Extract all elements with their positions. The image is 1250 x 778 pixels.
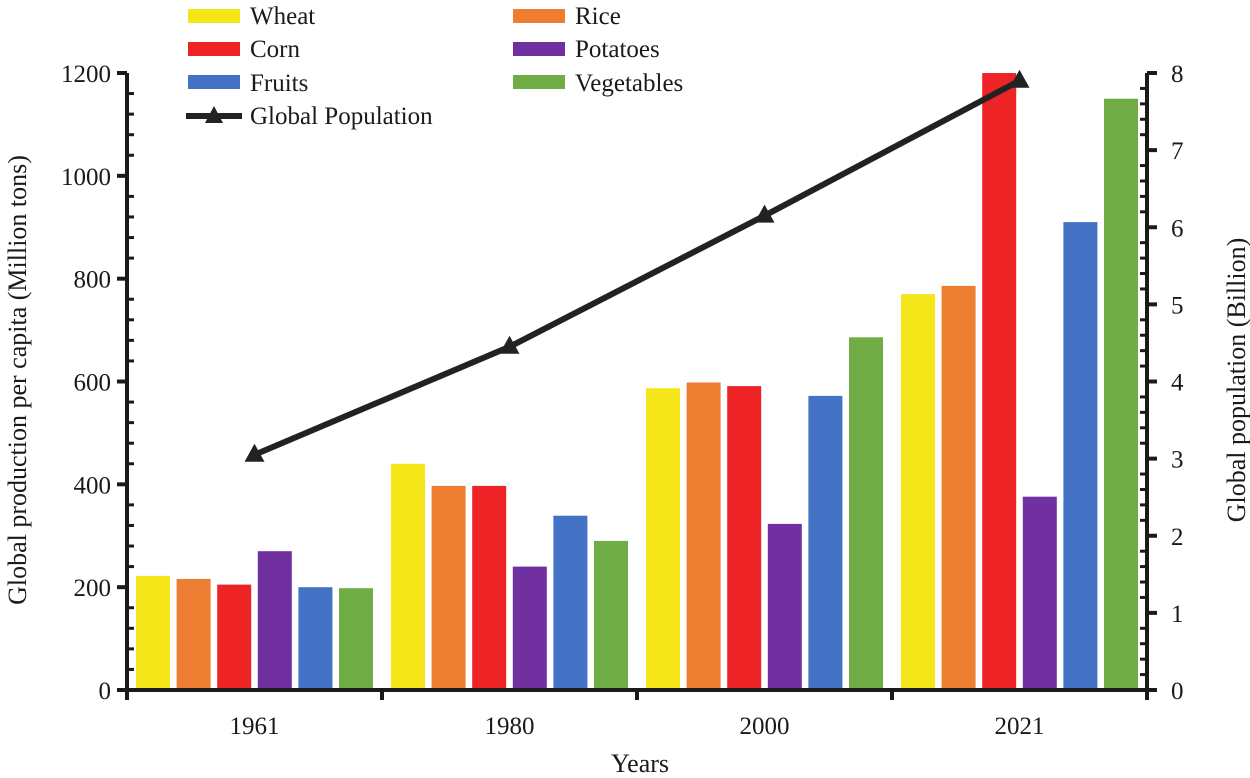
legend-label-rice: Rice bbox=[575, 3, 621, 30]
y-tick-label: 400 bbox=[74, 472, 112, 499]
x-tick-label: 1961 bbox=[230, 713, 280, 740]
legend-swatch-wheat bbox=[188, 9, 240, 23]
y2-tick-label: 8 bbox=[1171, 61, 1184, 88]
legend-swatch-vegetables bbox=[513, 75, 565, 89]
bar-fruits-1980 bbox=[553, 515, 588, 690]
y-tick-label: 800 bbox=[74, 267, 112, 294]
population-line-group bbox=[244, 69, 1030, 462]
bar-rice-2021 bbox=[941, 285, 976, 690]
bar-vegetables-2000 bbox=[849, 337, 883, 690]
y2-tick-label: 6 bbox=[1171, 215, 1184, 242]
y-tick-label: 600 bbox=[74, 370, 112, 397]
legend-label-corn: Corn bbox=[250, 36, 301, 63]
bar-potatoes-2000 bbox=[767, 523, 802, 690]
x-tick-label: 2000 bbox=[740, 713, 790, 740]
legend-swatch-corn bbox=[188, 42, 240, 56]
x-axis-title: Years bbox=[611, 749, 669, 778]
y2-tick-label: 7 bbox=[1171, 138, 1184, 165]
bar-vegetables-1961 bbox=[339, 588, 373, 690]
y-tick-label: 1200 bbox=[61, 61, 111, 88]
bar-corn-1961 bbox=[217, 584, 252, 690]
bar-corn-2021 bbox=[982, 73, 1017, 690]
legend-swatch-potatoes bbox=[513, 42, 565, 56]
bar-potatoes-2021 bbox=[1022, 496, 1057, 690]
y2-tick-label: 4 bbox=[1171, 370, 1184, 397]
y2-axis-title: Global population (Billion) bbox=[1222, 238, 1250, 523]
bar-vegetables-2021 bbox=[1104, 98, 1138, 690]
y2-tick-label: 1 bbox=[1171, 601, 1184, 628]
legend-label-population: Global Population bbox=[250, 103, 433, 130]
bar-wheat-2000 bbox=[646, 388, 680, 690]
y2-tick-label: 3 bbox=[1171, 447, 1184, 474]
y-axis-title: Global production per capita (Million to… bbox=[3, 155, 32, 605]
y2-tick-label: 2 bbox=[1171, 524, 1184, 551]
bar-corn-1980 bbox=[472, 485, 507, 690]
bar-wheat-1980 bbox=[391, 463, 425, 690]
labels-group: Years Global production per capita (Mill… bbox=[3, 155, 1250, 778]
legend-swatch-fruits bbox=[188, 75, 240, 89]
legend-swatch-rice bbox=[513, 9, 565, 23]
legend-label-vegetables: Vegetables bbox=[575, 70, 683, 97]
y-tick-label: 0 bbox=[99, 678, 112, 705]
bar-rice-2000 bbox=[686, 382, 721, 690]
y-tick-label: 1000 bbox=[61, 164, 111, 191]
x-tick-label: 2021 bbox=[995, 713, 1045, 740]
y2-tick-label: 5 bbox=[1171, 292, 1184, 319]
bar-corn-2000 bbox=[727, 386, 762, 690]
population-marker-2000 bbox=[754, 204, 775, 223]
population-marker-2021 bbox=[1009, 69, 1030, 88]
bars-group bbox=[136, 73, 1138, 690]
bar-rice-1980 bbox=[431, 485, 466, 690]
y2-tick-label: 0 bbox=[1171, 678, 1184, 705]
x-tick-label: 1980 bbox=[485, 713, 535, 740]
bar-fruits-1961 bbox=[298, 587, 333, 690]
bar-fruits-2021 bbox=[1063, 222, 1098, 690]
bar-potatoes-1961 bbox=[257, 551, 292, 690]
y-tick-label: 200 bbox=[74, 575, 112, 602]
bar-fruits-2000 bbox=[808, 395, 843, 690]
bar-rice-1961 bbox=[176, 578, 211, 690]
bar-potatoes-1980 bbox=[512, 566, 547, 690]
population-marker-1961 bbox=[244, 443, 265, 462]
axes-group: 0 200 400 600 800 1000 1200 0 1 2 3 4 5 6 7 8 1961 1980 20… bbox=[61, 61, 1184, 740]
population-marker-1980 bbox=[499, 335, 520, 354]
legend-label-potatoes: Potatoes bbox=[575, 36, 660, 63]
legend-marker-population bbox=[205, 106, 223, 123]
legend: Wheat Rice Corn Potatoes Fruits Vegetabl… bbox=[186, 3, 683, 130]
bar-wheat-1961 bbox=[136, 575, 170, 690]
bar-vegetables-1980 bbox=[594, 540, 628, 690]
legend-label-wheat: Wheat bbox=[250, 3, 315, 30]
population-line bbox=[253, 78, 1021, 458]
legend-label-fruits: Fruits bbox=[250, 70, 308, 97]
bar-wheat-2021 bbox=[901, 294, 935, 690]
